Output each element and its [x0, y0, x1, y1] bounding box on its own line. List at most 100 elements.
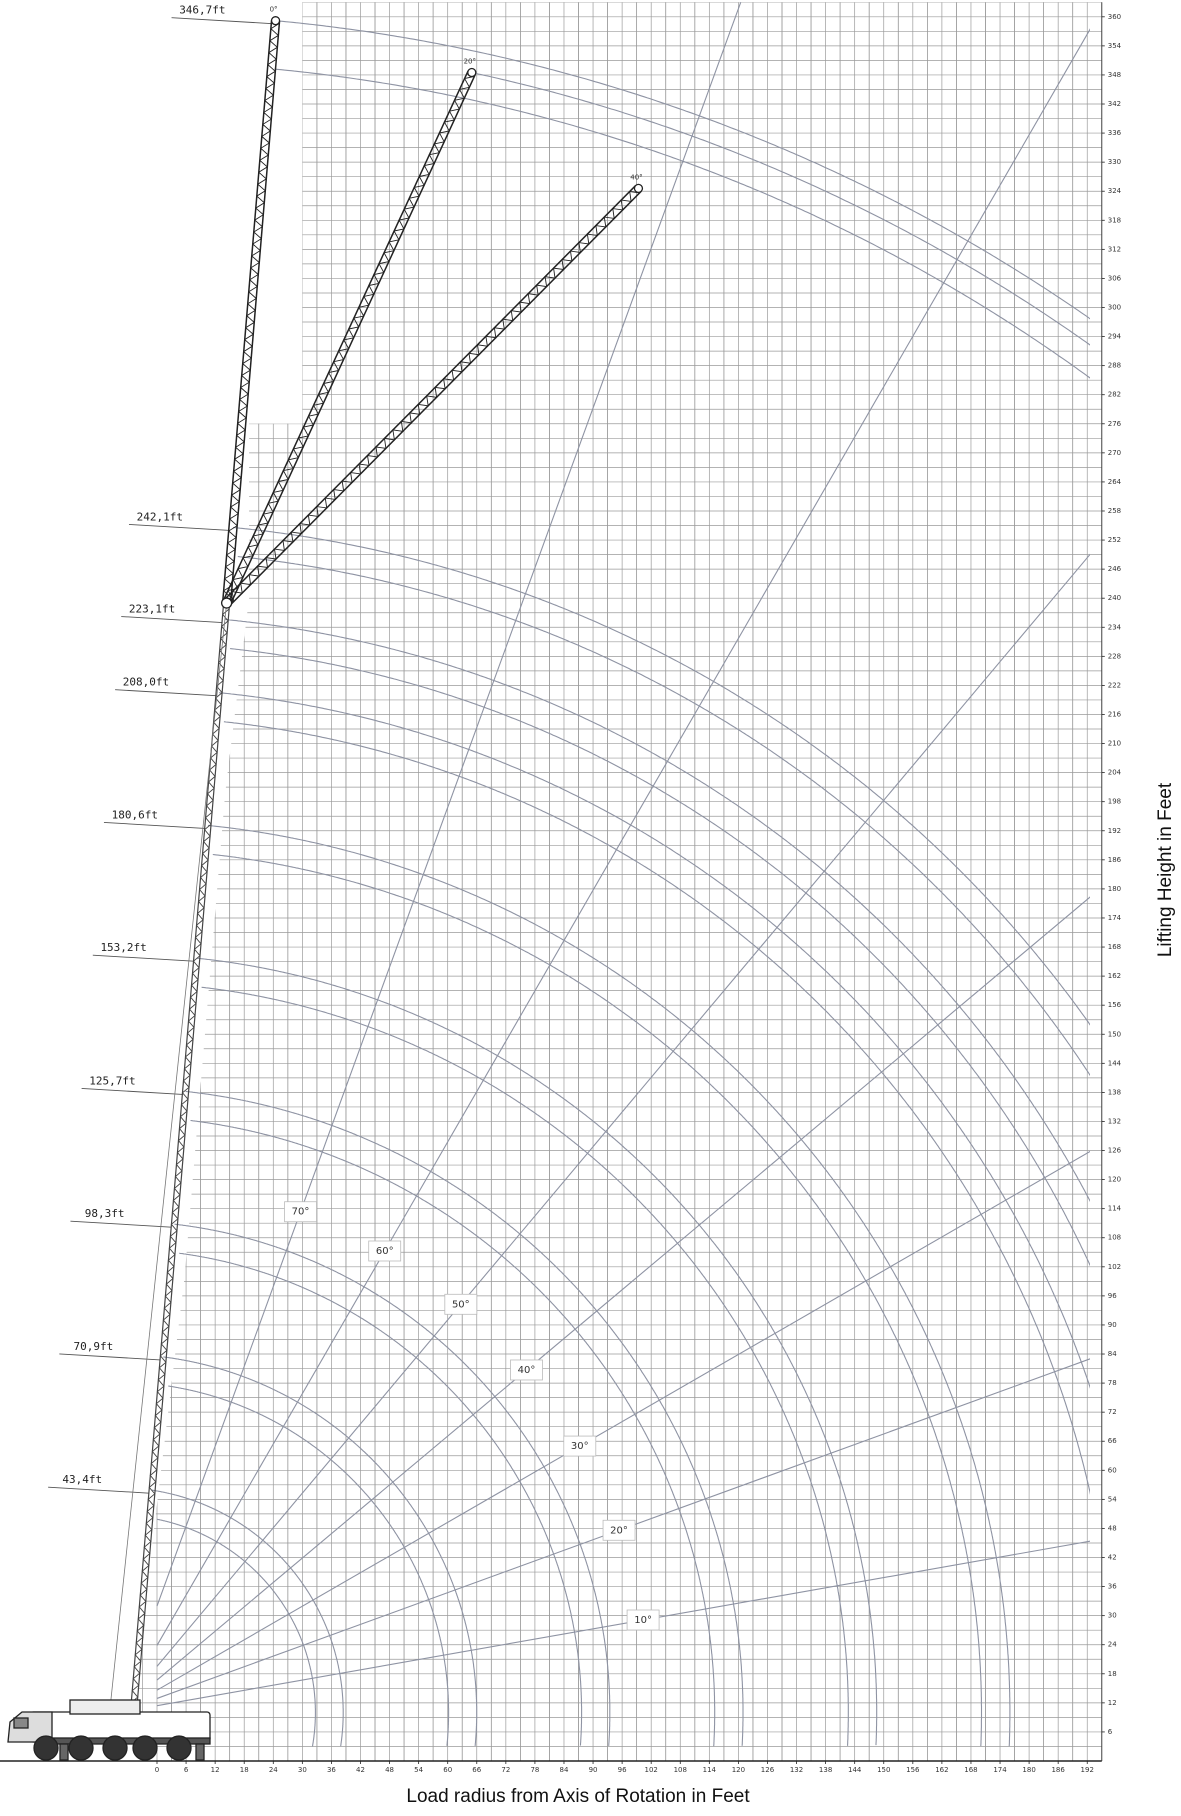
- x-tick-label: 186: [1051, 1766, 1065, 1774]
- y-tick-label: 270: [1108, 449, 1121, 457]
- wheel: [68, 1735, 94, 1761]
- y-tick-label: 168: [1108, 943, 1121, 951]
- y-tick-label: 60: [1108, 1466, 1117, 1474]
- x-axis-title: Load radius from Axis of Rotation in Fee…: [406, 1786, 750, 1807]
- y-tick-label: 42: [1108, 1554, 1117, 1562]
- hook-arc: [207, 824, 1011, 1747]
- jib-arc: [274, 68, 1090, 379]
- crane-truck: [7, 1699, 211, 1761]
- axes: 0 6 12 18 24 30 36 42 48 54 60 66 72 78 84 90 96 102 108 11…: [0, 2, 1122, 1774]
- boom-chord: [136, 603, 231, 1704]
- y-tick-label: 204: [1108, 769, 1122, 777]
- x-tick-label: 144: [848, 1766, 862, 1774]
- hook-arc: [230, 648, 1090, 1267]
- y-tick-label: 276: [1108, 420, 1122, 428]
- hook-arc: [232, 526, 1090, 1026]
- y-tick-label: 294: [1108, 333, 1122, 341]
- x-tick-label: 90: [589, 1766, 598, 1774]
- x-tick-label: 42: [356, 1766, 365, 1774]
- x-tick-label: 48: [385, 1766, 394, 1774]
- x-tick-label: 168: [964, 1766, 977, 1774]
- angle-label-box: [284, 1201, 317, 1223]
- y-tick-label: 180: [1108, 885, 1121, 893]
- boom-length-label: 153,2ft: [100, 941, 146, 954]
- y-tick-label: 12: [1108, 1699, 1117, 1707]
- wheel: [132, 1735, 158, 1761]
- boom-lacing: [222, 23, 280, 604]
- y-tick-label: 30: [1108, 1612, 1117, 1620]
- y-tick-label: 312: [1108, 245, 1121, 253]
- angle-label: 20°: [610, 1525, 628, 1536]
- y-tick-label: 156: [1108, 1001, 1122, 1009]
- wheel: [166, 1735, 192, 1761]
- y-tick-label: 348: [1108, 71, 1121, 79]
- y-tick-label: 54: [1108, 1495, 1117, 1503]
- angle-label: 50°: [452, 1299, 470, 1310]
- x-tick-label: 174: [993, 1766, 1007, 1774]
- boom-chord: [223, 185, 637, 601]
- angle-line: [156, 1150, 1090, 1691]
- x-tick-label: 66: [472, 1766, 481, 1774]
- y-tick-label: 228: [1108, 652, 1121, 660]
- boom-length-label: 70,9ft: [74, 1340, 114, 1353]
- y-tick-label: 126: [1108, 1147, 1122, 1155]
- y-tick-label: 66: [1108, 1437, 1117, 1445]
- x-tick-label: 24: [269, 1766, 278, 1774]
- x-tick-label: 36: [327, 1766, 336, 1774]
- angle-label: 10°: [634, 1615, 652, 1626]
- boom-chord: [222, 70, 469, 602]
- y-tick-label: 24: [1108, 1641, 1117, 1649]
- leader-line: [92, 954, 194, 962]
- y-tick-label: 174: [1108, 914, 1122, 922]
- leader-line: [121, 616, 223, 623]
- angle-label-box: [626, 1609, 660, 1631]
- boom-length-label: 242,1ft: [137, 510, 183, 523]
- boom-head: [220, 597, 233, 609]
- y-tick-label: 222: [1108, 681, 1121, 689]
- y-tick-label: 198: [1108, 798, 1121, 806]
- leader-line: [171, 17, 273, 25]
- y-tick-label: 48: [1108, 1524, 1117, 1532]
- hook-arc: [156, 1518, 316, 1747]
- y-tick-label: 360: [1108, 13, 1121, 21]
- wheel: [33, 1735, 59, 1761]
- boom-length-label: 346,7ft: [179, 4, 225, 17]
- y-tick-label: 336: [1108, 129, 1122, 137]
- angle-line: [156, 28, 1090, 1646]
- y-tick-label: 318: [1108, 216, 1121, 224]
- x-tick-label: 78: [530, 1766, 539, 1774]
- y-tick-label: 330: [1108, 158, 1121, 166]
- x-tick-label: 6: [184, 1766, 189, 1774]
- angle-label: 40°: [518, 1365, 536, 1376]
- y-tick-label: 216: [1108, 710, 1122, 718]
- x-tick-label: 150: [877, 1766, 890, 1774]
- y-tick-label: 300: [1108, 304, 1121, 312]
- boom-chord: [221, 20, 273, 603]
- angle-label-box: [444, 1293, 478, 1315]
- leader-line: [81, 1087, 183, 1095]
- x-tick-label: 0: [155, 1766, 159, 1774]
- angle-line: [156, 2, 742, 1607]
- y-tick-label: 84: [1108, 1350, 1117, 1358]
- superstructure: [69, 1699, 141, 1715]
- boom-chord: [229, 20, 281, 604]
- angle-label-box: [510, 1359, 543, 1381]
- y-tick-label: 102: [1108, 1263, 1121, 1271]
- boom-length-label: 125,7ft: [89, 1074, 135, 1087]
- x-tick-label: 12: [211, 1766, 220, 1774]
- outrigger: [59, 1743, 69, 1761]
- guy-line: [108, 603, 228, 1723]
- angle-label: 30°: [571, 1441, 589, 1452]
- leader-line: [48, 1486, 150, 1494]
- y-tick-label: 288: [1108, 362, 1121, 370]
- boom-length-label: 223,1ft: [129, 603, 175, 616]
- x-tick-label: 156: [906, 1766, 920, 1774]
- hook-arc: [168, 1385, 450, 1746]
- x-tick-label: 102: [645, 1766, 658, 1774]
- leader-line: [103, 821, 205, 829]
- jib-arc: [275, 20, 1090, 320]
- x-tick-label: 180: [1022, 1766, 1035, 1774]
- y-tick-label: 210: [1108, 740, 1121, 748]
- hook-arc: [152, 1489, 344, 1747]
